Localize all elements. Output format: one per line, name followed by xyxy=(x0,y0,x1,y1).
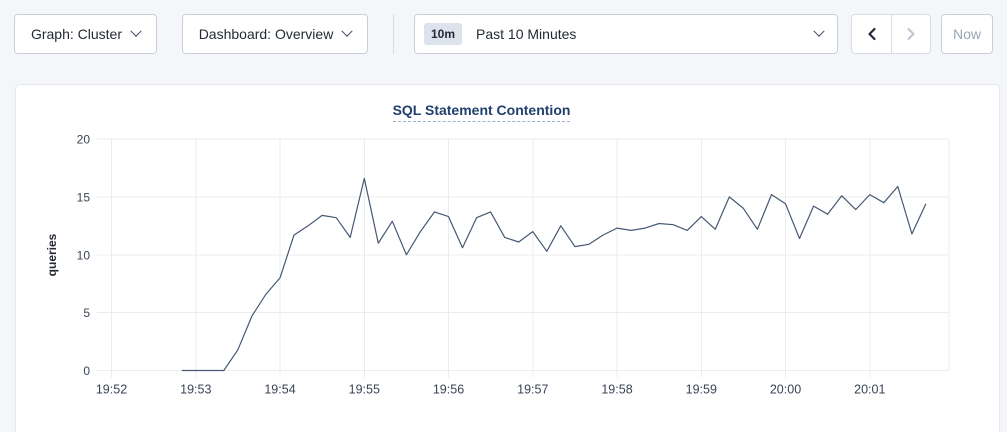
svg-text:15: 15 xyxy=(77,190,91,204)
prev-range-button[interactable] xyxy=(852,15,891,53)
dashboard-dropdown[interactable]: Dashboard: Overview xyxy=(182,14,368,54)
svg-text:queries: queries xyxy=(45,233,59,276)
svg-text:19:55: 19:55 xyxy=(349,383,380,397)
chevron-down-icon xyxy=(341,25,353,37)
toolbar-divider xyxy=(393,14,394,54)
time-range-pager xyxy=(851,14,931,54)
svg-text:19:57: 19:57 xyxy=(517,383,548,397)
svg-text:19:53: 19:53 xyxy=(180,383,211,397)
time-range-dropdown[interactable]: 10m Past 10 Minutes xyxy=(414,14,838,54)
svg-text:19:59: 19:59 xyxy=(686,383,717,397)
graph-dropdown-label: Graph: Cluster xyxy=(30,26,123,42)
svg-text:19:52: 19:52 xyxy=(96,383,127,397)
svg-text:20:01: 20:01 xyxy=(854,383,885,397)
time-range-label: Past 10 Minutes xyxy=(476,26,577,42)
now-button[interactable]: Now xyxy=(941,14,993,54)
next-range-button[interactable] xyxy=(891,15,930,53)
svg-text:10: 10 xyxy=(77,248,91,262)
toolbar: Graph: Cluster Dashboard: Overview 10m P… xyxy=(0,0,1007,54)
svg-text:19:58: 19:58 xyxy=(601,383,632,397)
chevron-down-icon xyxy=(813,25,825,37)
svg-text:0: 0 xyxy=(83,364,90,378)
dashboard-dropdown-label: Dashboard: Overview xyxy=(198,26,334,42)
svg-text:20: 20 xyxy=(77,133,91,147)
chart-title-wrap: SQL Statement Contention xyxy=(16,102,947,122)
graph-dropdown[interactable]: Graph: Cluster xyxy=(14,14,157,54)
svg-text:19:56: 19:56 xyxy=(433,383,464,397)
svg-text:5: 5 xyxy=(83,306,90,320)
svg-text:19:54: 19:54 xyxy=(264,383,295,397)
chart-card: SQL Statement Contention 0 5 10 15 20 19:52 19… xyxy=(15,84,1000,432)
chart-title[interactable]: SQL Statement Contention xyxy=(392,102,571,122)
time-range-badge: 10m xyxy=(424,23,463,45)
chevron-down-icon xyxy=(130,25,142,37)
line-chart-svg[interactable]: 0 5 10 15 20 19:52 19:53 19:54 19:55 19:56 19:57 19… xyxy=(16,85,999,432)
svg-text:20:00: 20:00 xyxy=(770,383,801,397)
chevron-left-icon xyxy=(867,27,876,41)
chevron-right-icon xyxy=(907,27,915,41)
